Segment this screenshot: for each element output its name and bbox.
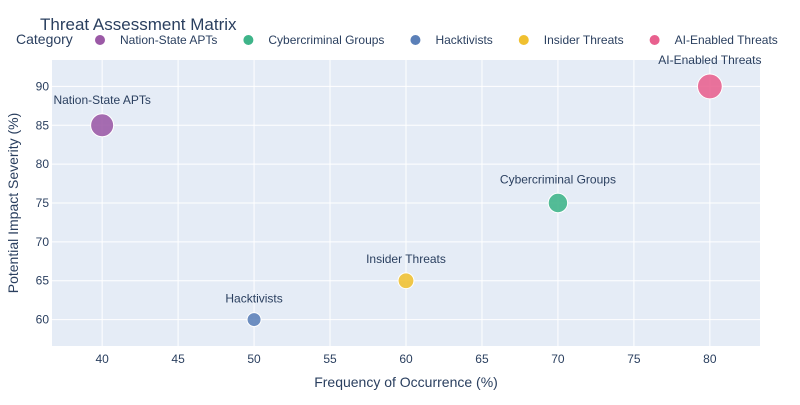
y-tick-label: 60	[36, 313, 50, 327]
legend-marker[interactable]	[518, 35, 529, 45]
y-tick-label: 65	[36, 274, 50, 288]
legend-marker[interactable]	[649, 35, 660, 45]
data-point[interactable]	[246, 312, 262, 328]
x-axis-title: Frequency of Occurrence (%)	[314, 374, 498, 390]
x-tick-label: 70	[551, 352, 565, 366]
chart-title: Threat Assessment Matrix	[40, 15, 237, 34]
y-tick-label: 90	[36, 79, 50, 93]
y-axis-title: Potential Impact Severity (%)	[5, 113, 21, 294]
x-tick-label: 80	[703, 352, 717, 366]
data-label: AI-Enabled Threats	[658, 53, 761, 67]
data-label: Hacktivists	[225, 292, 282, 306]
y-tick-label: 70	[36, 235, 50, 249]
data-point[interactable]	[547, 192, 569, 214]
y-axis-ticks: 60 65 70 75 80 85 90	[36, 79, 50, 326]
data-label: Nation-State APTs	[53, 93, 150, 107]
x-axis-ticks: 40 45 50 55 60 65 70 75 80	[95, 352, 716, 366]
legend-entry[interactable]: Hacktivists	[435, 33, 492, 47]
x-tick-label: 50	[247, 352, 261, 366]
legend-entry[interactable]: Nation-State APTs	[120, 33, 217, 47]
legend-marker[interactable]	[95, 35, 105, 45]
x-tick-label: 40	[95, 352, 109, 366]
y-tick-label: 85	[36, 118, 50, 132]
x-tick-label: 55	[323, 352, 337, 366]
y-tick-label: 75	[36, 196, 50, 210]
legend-title: Category	[16, 31, 73, 47]
x-tick-label: 65	[475, 352, 489, 366]
data-label: Insider Threats	[366, 252, 446, 266]
legend-entry[interactable]: Insider Threats	[544, 33, 624, 47]
data-point[interactable]	[696, 73, 723, 100]
x-tick-label: 45	[171, 352, 185, 366]
legend-entry[interactable]: Cybercriminal Groups	[268, 33, 384, 47]
legend-marker[interactable]	[243, 35, 254, 45]
x-tick-label: 75	[627, 352, 641, 366]
legend-entry[interactable]: AI-Enabled Threats	[675, 33, 778, 47]
legend-marker[interactable]	[410, 35, 421, 45]
y-tick-label: 80	[36, 157, 50, 171]
data-point[interactable]	[90, 113, 115, 138]
data-points: Nation-State APTs Cybercriminal Groups Hac…	[53, 53, 761, 328]
data-point[interactable]	[397, 272, 415, 290]
data-label: Cybercriminal Groups	[500, 172, 616, 186]
x-tick-label: 60	[399, 352, 413, 366]
legend: Category Nation-State APTs Cybercriminal …	[16, 31, 778, 47]
